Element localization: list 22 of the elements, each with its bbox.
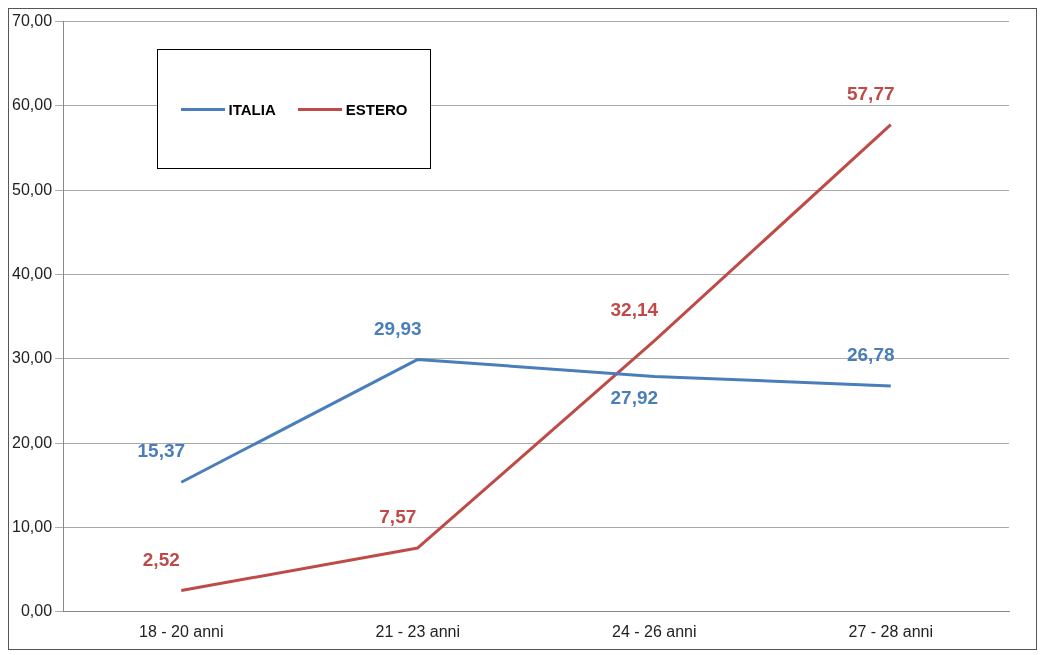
y-tick-label: 50,00 bbox=[11, 180, 53, 198]
y-tick-label: 40,00 bbox=[11, 264, 53, 282]
y-tick-label: 30,00 bbox=[11, 349, 53, 367]
x-tick-label: 24 - 26 anni bbox=[612, 622, 697, 640]
data-label: 2,52 bbox=[142, 548, 180, 570]
x-tick-label: 18 - 20 anni bbox=[139, 622, 224, 640]
data-label: 15,37 bbox=[137, 440, 186, 462]
data-label: 57,77 bbox=[846, 82, 895, 104]
y-tick-label: 0,00 bbox=[20, 602, 53, 620]
y-tick-label: 60,00 bbox=[11, 96, 53, 114]
data-label: 32,14 bbox=[610, 299, 659, 321]
y-tick-label: 10,00 bbox=[11, 517, 53, 535]
data-label: 29,93 bbox=[374, 317, 422, 339]
legend-label: ITALIA bbox=[228, 100, 276, 118]
x-tick-label: 21 - 23 anni bbox=[375, 622, 461, 640]
x-tick-label: 27 - 28 anni bbox=[848, 622, 934, 640]
data-label: 7,57 bbox=[379, 506, 417, 528]
legend-label: ESTERO bbox=[345, 100, 408, 118]
y-tick-label: 70,00 bbox=[11, 12, 53, 30]
data-label: 27,92 bbox=[610, 386, 659, 408]
y-tick-label: 20,00 bbox=[11, 433, 53, 451]
data-label: 26,78 bbox=[846, 344, 895, 366]
